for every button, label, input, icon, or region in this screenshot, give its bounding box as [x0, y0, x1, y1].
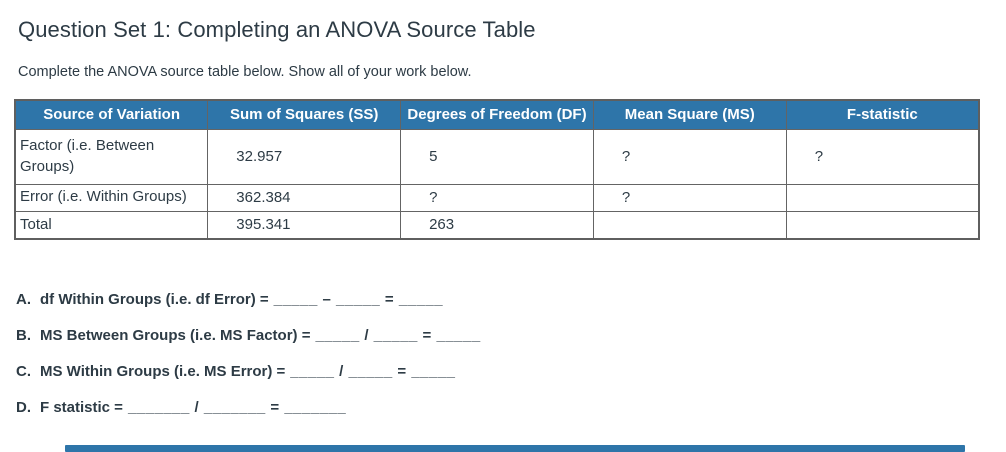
instructions-text: Complete the ANOVA source table below. S…: [18, 64, 472, 80]
table-header-row: Source of Variation Sum of Squares (SS) …: [14, 99, 980, 130]
question-text: F statistic =: [40, 399, 123, 416]
column-header-ms: Mean Square (MS): [592, 99, 787, 130]
question-label: A.: [16, 291, 31, 308]
anova-source-table: Source of Variation Sum of Squares (SS) …: [14, 99, 980, 240]
column-header-f: F-statistic: [785, 99, 980, 130]
ss-cell: 32.957: [207, 128, 402, 185]
question-text: MS Within Groups (i.e. MS Error) =: [40, 363, 286, 380]
source-cell: Total: [14, 210, 209, 240]
question-text: MS Between Groups (i.e. MS Factor) =: [40, 327, 311, 344]
ss-cell: 362.384: [207, 183, 402, 212]
question-label: D.: [16, 399, 31, 416]
ms-cell-disabled: [592, 210, 787, 240]
question-line-d: D. F statistic = _______ / _______ = _____…: [16, 398, 481, 434]
horizontal-scrollbar-thumb[interactable]: [65, 445, 965, 452]
column-header-source: Source of Variation: [14, 99, 209, 130]
source-cell: Error (i.e. Within Groups): [14, 183, 209, 212]
question-label: C.: [16, 363, 31, 380]
question-blanks: _____ / _____ = _____: [290, 363, 456, 380]
column-header-df: Degrees of Freedom (DF): [400, 99, 594, 130]
question-line-a: A. df Within Groups (i.e. df Error) = ____…: [16, 290, 481, 326]
ss-cell: 395.341: [207, 210, 402, 240]
f-cell: ?: [785, 128, 980, 185]
table-row-factor: Factor (i.e. Between Groups) 32.957 5 ? …: [14, 128, 980, 185]
column-header-ss: Sum of Squares (SS): [207, 99, 402, 130]
question-text: df Within Groups (i.e. df Error) =: [40, 291, 269, 308]
table-row-error: Error (i.e. Within Groups) 362.384 ? ?: [14, 183, 980, 212]
table-row-total: Total 395.341 263: [14, 210, 980, 240]
question-line-c: C. MS Within Groups (i.e. MS Error) = ____…: [16, 362, 481, 398]
f-cell-disabled: [785, 183, 980, 212]
df-cell: ?: [400, 183, 594, 212]
df-cell: 5: [400, 128, 594, 185]
ms-cell: ?: [592, 183, 787, 212]
question-blanks: _______ / _______ = _______: [127, 399, 347, 416]
source-cell: Factor (i.e. Between Groups): [14, 128, 209, 185]
ms-cell: ?: [592, 128, 787, 185]
question-label: B.: [16, 327, 31, 344]
question-blanks: _____ – _____ = _____: [273, 291, 444, 308]
question-line-b: B. MS Between Groups (i.e. MS Factor) = __…: [16, 326, 481, 362]
f-cell-disabled: [785, 210, 980, 240]
df-cell: 263: [400, 210, 594, 240]
work-questions: A. df Within Groups (i.e. df Error) = ____…: [16, 290, 481, 434]
page-title: Question Set 1: Completing an ANOVA Sour…: [18, 17, 536, 42]
question-blanks: _____ / _____ = _____: [315, 327, 481, 344]
